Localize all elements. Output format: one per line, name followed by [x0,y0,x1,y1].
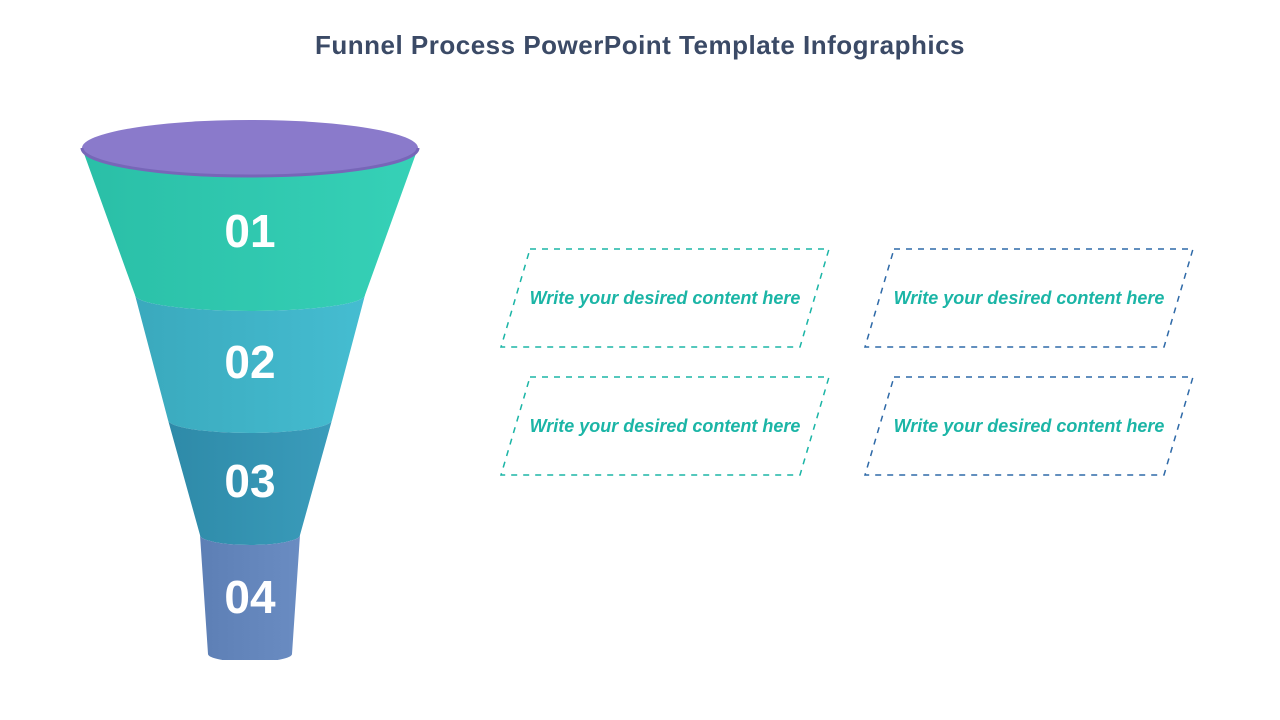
funnel-diagram: 01 02 03 04 [80,120,420,660]
content-box-text: Write your desired content here [866,414,1193,438]
content-box-text: Write your desired content here [866,286,1193,310]
funnel-segment-2 [135,295,365,433]
funnel-segment-4 [200,535,300,660]
slide: Funnel Process PowerPoint Template Infog… [0,0,1280,720]
content-box-3: Write your desired content here [500,376,830,476]
funnel-svg [80,120,420,660]
content-box-1: Write your desired content here [500,248,830,348]
content-box-4: Write your desired content here [864,376,1194,476]
page-title: Funnel Process PowerPoint Template Infog… [0,30,1280,61]
funnel-segment-3 [168,420,332,545]
content-box-text: Write your desired content here [502,414,829,438]
content-boxes: Write your desired content here Write yo… [500,248,1200,476]
content-box-2: Write your desired content here [864,248,1194,348]
content-box-text: Write your desired content here [502,286,829,310]
